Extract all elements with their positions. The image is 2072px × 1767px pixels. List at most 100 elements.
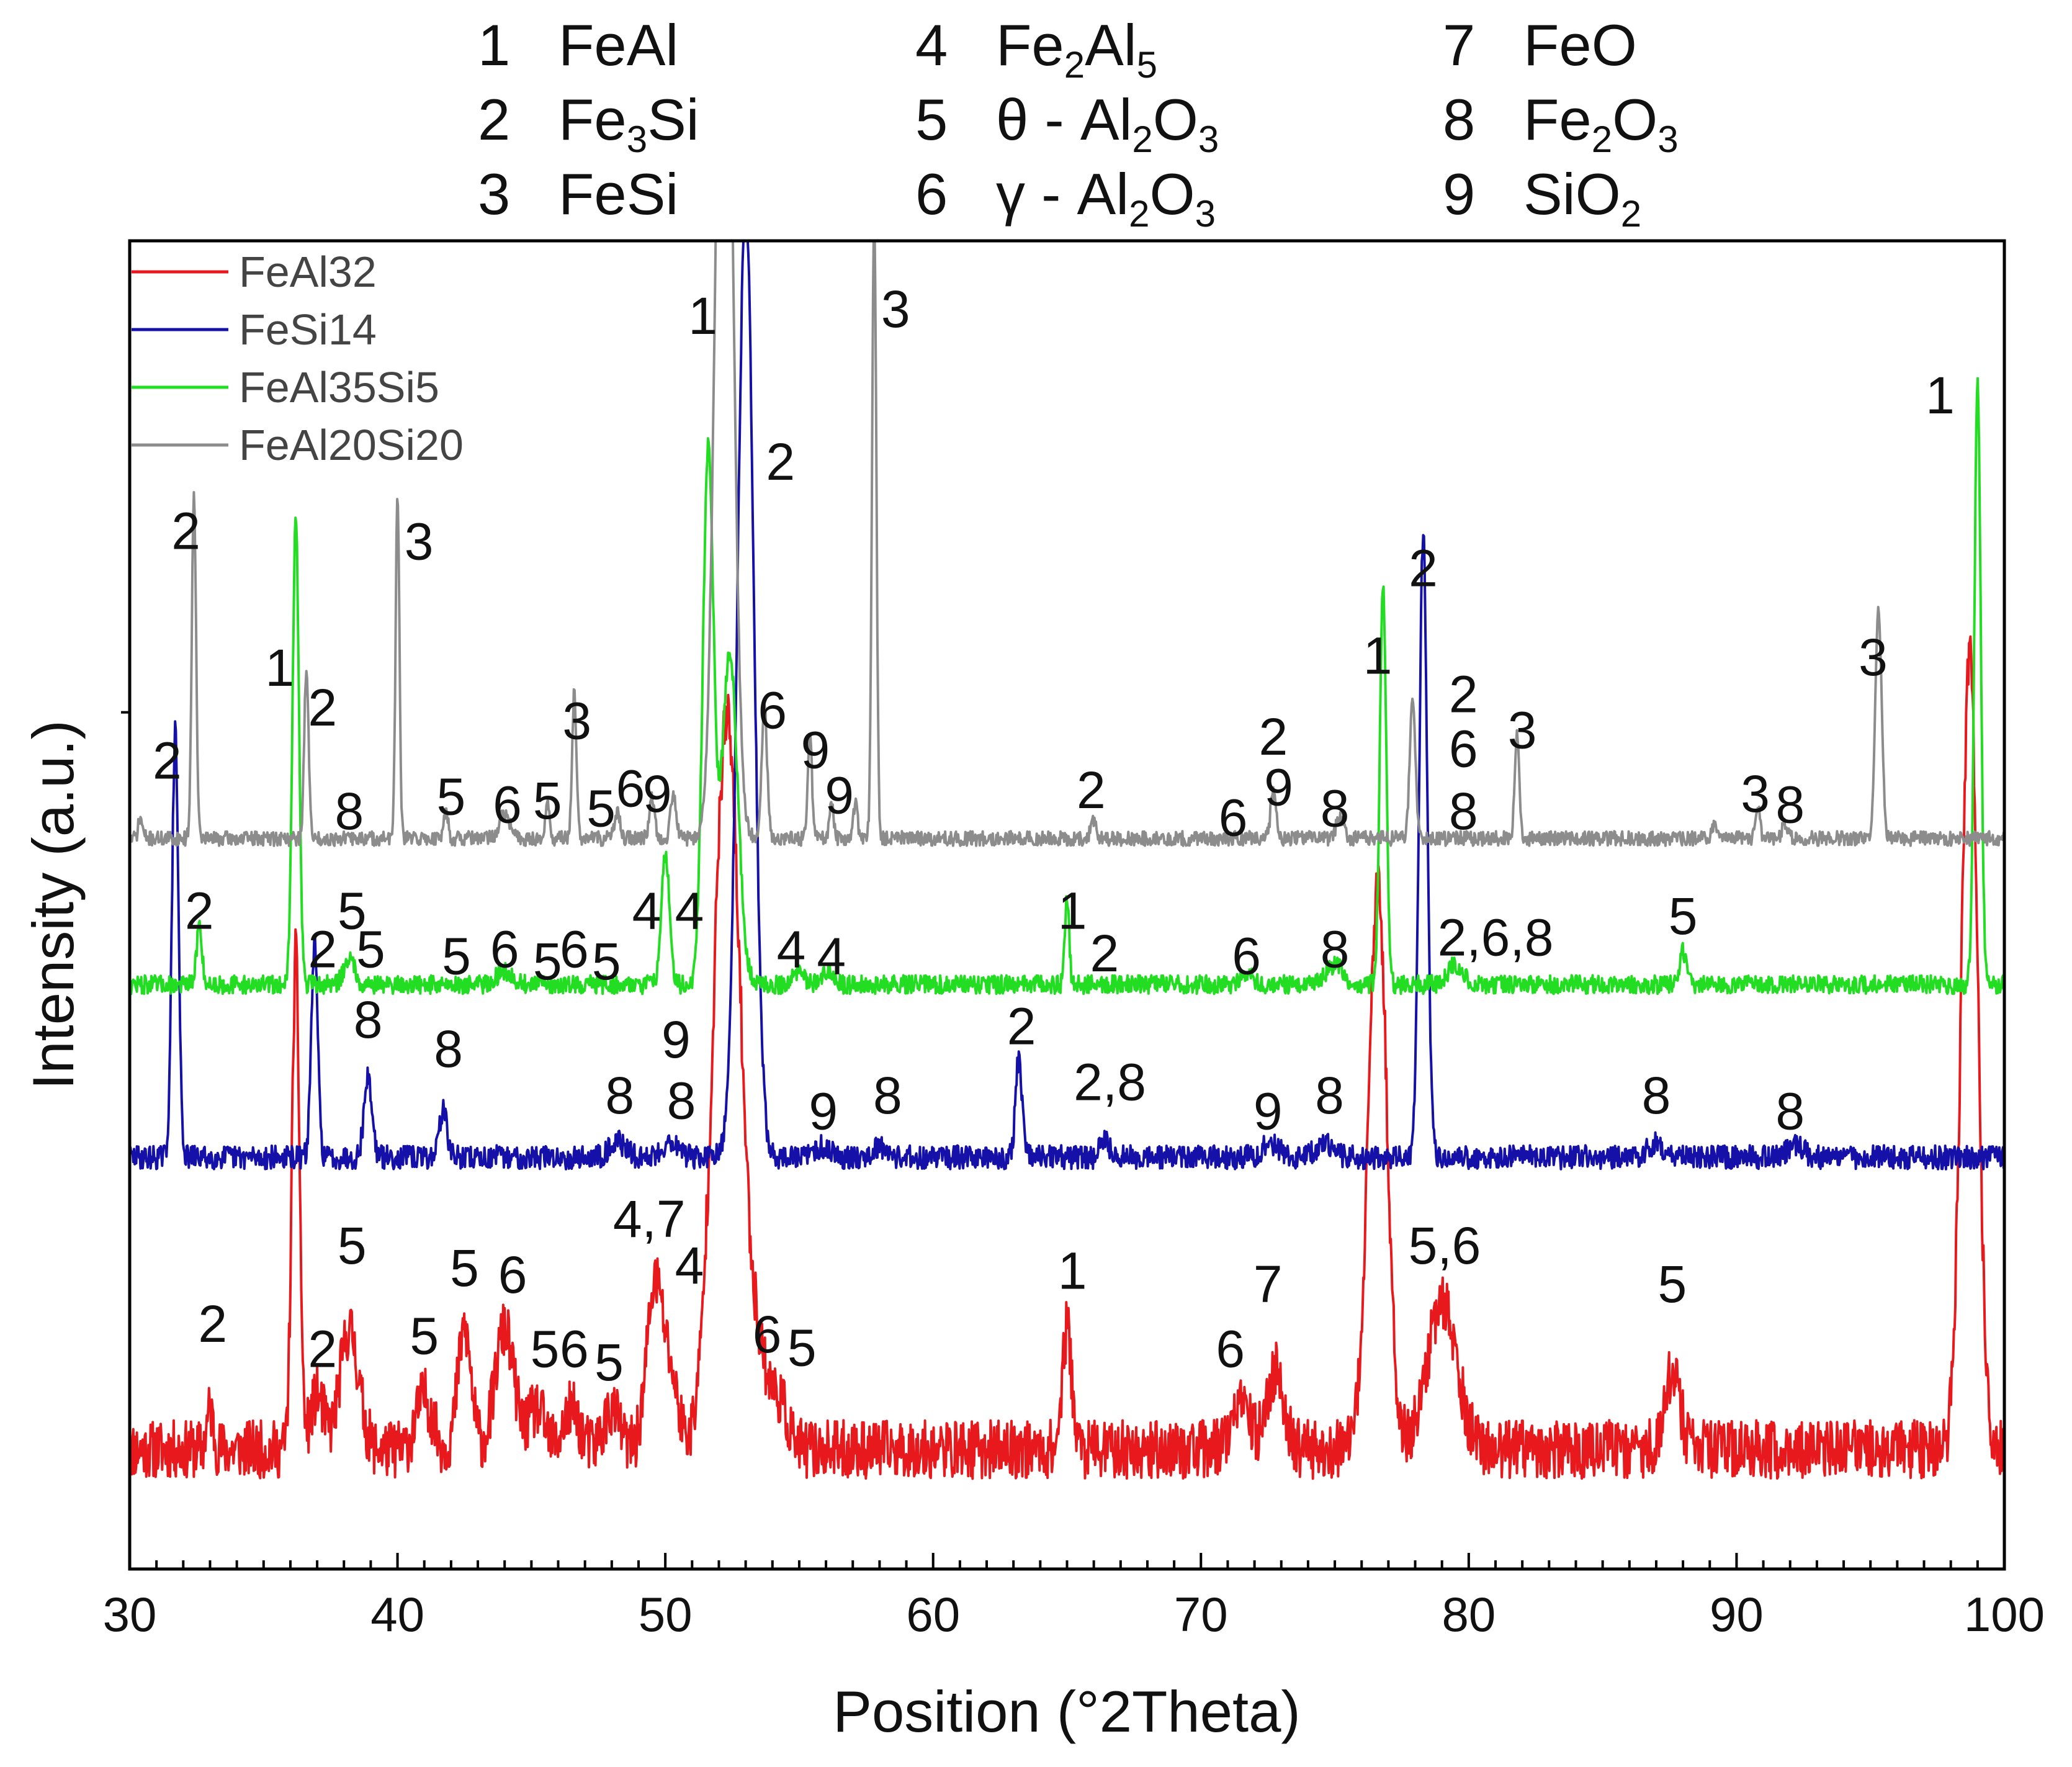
peak-label: 4: [817, 927, 846, 985]
legend-label: FeAl32: [239, 248, 377, 296]
peak-label: 5: [338, 1216, 367, 1275]
peak-label: 3: [1508, 701, 1537, 759]
peak-label: 5: [594, 1333, 624, 1392]
peak-label: 5: [592, 932, 621, 991]
legend: FeAl32 FeSi14 FeAl35Si5 FeAl20Si20: [132, 248, 464, 469]
peak-label: 7: [1254, 1255, 1283, 1313]
peak-label: 6: [1232, 927, 1261, 985]
peak-label: 9: [801, 721, 830, 780]
peak-label: 3: [1859, 628, 1888, 686]
peak-label: 9: [643, 765, 672, 823]
series-line-fesi14: [130, 241, 2004, 1171]
x-tick-label: 90: [1710, 1587, 1764, 1642]
peak-label: 8: [354, 991, 383, 1049]
peak-label: 5: [787, 1319, 817, 1377]
peak-label: 6: [560, 920, 589, 979]
peak-label: 8: [335, 782, 364, 840]
phase-key-name: θ - Al2O3: [996, 87, 1219, 160]
peak-label: 4: [777, 920, 806, 979]
phase-key-name: FeSi: [558, 161, 678, 227]
x-tick-label: 100: [1964, 1587, 2045, 1642]
x-axis: 30 40 50 60 70 80 90 100: [103, 711, 2045, 1642]
series-layer: [130, 241, 2004, 1480]
peak-label: 6: [493, 775, 522, 834]
peak-label: 5: [410, 1306, 439, 1365]
x-tick-label: 40: [370, 1587, 424, 1642]
peak-label: 5: [1657, 1255, 1687, 1313]
peak-label: 6: [560, 1320, 589, 1378]
peak-label: 3: [881, 280, 910, 338]
peak-label: 2: [171, 501, 200, 560]
peak-label: 4: [675, 1236, 704, 1295]
phase-key-number: 5: [915, 87, 948, 152]
peak-label: 8: [1775, 1082, 1805, 1141]
phase-key-name: γ - Al2O3: [996, 161, 1216, 235]
peak-label: 2: [1077, 761, 1106, 819]
phase-key-number: 3: [478, 161, 510, 227]
phase-key-number: 2: [478, 87, 510, 152]
phase-key-number: 1: [478, 12, 510, 78]
peak-label: 6: [616, 760, 645, 818]
peak-label: 5: [533, 932, 562, 991]
peak-label: 3: [562, 692, 591, 750]
peak-label: 1: [1058, 882, 1087, 940]
peak-label: 8: [434, 1020, 463, 1078]
phase-key-number: 9: [1443, 161, 1475, 227]
peak-label: 9: [1254, 1082, 1283, 1141]
peak-label: 2: [766, 433, 795, 491]
legend-label: FeSi14: [239, 305, 377, 354]
peak-label: 2: [198, 1295, 227, 1353]
peak-label: 8: [1775, 775, 1805, 834]
peak-label: 9: [662, 1010, 691, 1069]
phase-key-number: 8: [1443, 87, 1475, 152]
phase-key-name: Fe2O3: [1523, 87, 1679, 160]
peak-label: 5,6: [1409, 1216, 1481, 1275]
y-axis-title: Intensity (a.u.): [20, 720, 86, 1090]
x-tick-label: 50: [639, 1587, 693, 1642]
peak-label: 8: [1321, 920, 1350, 979]
peak-label: 1: [1058, 1241, 1087, 1300]
peak-label: 2,8: [1074, 1053, 1146, 1112]
peak-label: 6: [498, 1246, 527, 1304]
peak-label: 6: [753, 1305, 782, 1364]
peak-label: 2: [308, 920, 337, 979]
peak-label: 3: [1741, 765, 1770, 823]
peak-label: 8: [1449, 782, 1478, 840]
peak-label: 1: [1363, 627, 1393, 685]
x-tick-label: 60: [906, 1587, 960, 1642]
peak-label: 8: [1321, 780, 1350, 838]
peak-label: 6: [490, 920, 519, 979]
series-line-feal20si20: [130, 241, 2004, 847]
peak-label: 5: [437, 767, 466, 825]
peak-label: 2,6,8: [1438, 908, 1554, 966]
legend-label: FeAl35Si5: [239, 363, 439, 411]
phase-key: 1 FeAl 2 Fe3Si 3 FeSi 4 Fe2Al5 5 θ - Al2O3 6 γ - Al…: [478, 12, 1679, 235]
peak-label: 2: [1409, 539, 1438, 597]
peak-label: 5: [586, 780, 616, 838]
peak-label: 4,7: [613, 1190, 686, 1248]
peak-label: 5: [356, 920, 385, 979]
peak-label: 2: [308, 678, 337, 737]
peak-label: 4: [675, 882, 704, 940]
x-tick-label: 70: [1174, 1587, 1228, 1642]
peak-label: 9: [1264, 758, 1293, 817]
peak-label: 2: [1007, 997, 1036, 1056]
peak-label: 8: [873, 1066, 902, 1125]
phase-key-name: FeO: [1523, 12, 1637, 78]
peak-label: 5: [1669, 887, 1698, 945]
peak-label: 2: [185, 882, 214, 940]
phase-key-number: 4: [915, 12, 948, 78]
peak-label: 2: [1449, 665, 1478, 724]
peak-label: 3: [405, 513, 434, 571]
peak-label: 2: [308, 1320, 337, 1378]
phase-key-name: Fe3Si: [558, 87, 699, 160]
peak-label: 1: [1926, 366, 1955, 425]
peak-label: 6: [1216, 1320, 1245, 1378]
x-tick-label: 80: [1442, 1587, 1496, 1642]
phase-key-number: 6: [915, 161, 948, 227]
legend-label: FeAl20Si20: [239, 421, 464, 469]
peak-label: 1: [688, 287, 717, 345]
